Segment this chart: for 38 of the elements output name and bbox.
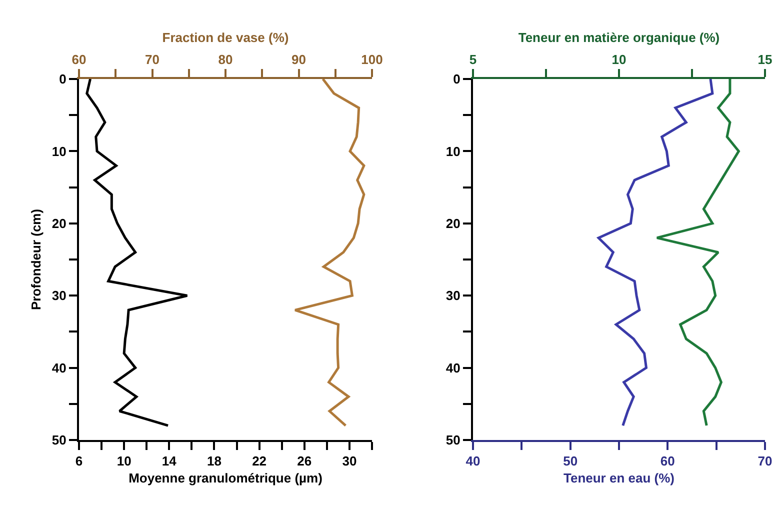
x2-axis-title: Teneur en matière organique (%) bbox=[518, 30, 720, 46]
x-tick-label: 70 bbox=[758, 454, 772, 469]
x2-axis-title: Fraction de vase (%) bbox=[162, 30, 289, 46]
x-tick-label: 10 bbox=[116, 454, 132, 469]
x-axis-title: Moyenne granulométrique (µm) bbox=[128, 470, 322, 486]
x2-tick-label: 90 bbox=[292, 52, 306, 67]
y-tick-label: 0 bbox=[59, 72, 66, 87]
y-tick-label: 40 bbox=[446, 360, 460, 376]
y-axis-title: Profondeur (cm) bbox=[28, 208, 44, 310]
x-tick-label: 60 bbox=[660, 454, 675, 469]
x2-tick-label: 10 bbox=[612, 52, 626, 67]
x-tick-label: 40 bbox=[466, 454, 480, 469]
y-tick-label: 50 bbox=[52, 432, 66, 448]
y-tick-label: 40 bbox=[52, 360, 66, 376]
x2-tick-label: 15 bbox=[758, 52, 772, 67]
line-series bbox=[597, 79, 714, 427]
y-tick-label: 10 bbox=[52, 144, 66, 159]
x-tick-label: 26 bbox=[297, 454, 312, 469]
x-tick-label: 30 bbox=[342, 454, 357, 469]
x-tick-label: 6 bbox=[75, 454, 83, 469]
x-tick-label: 50 bbox=[563, 454, 578, 469]
y-tick-label: 20 bbox=[446, 216, 460, 231]
y-tick-label: 20 bbox=[52, 216, 66, 231]
x-axis-title: Teneur en eau (%) bbox=[563, 470, 675, 486]
y-tick-label: 10 bbox=[446, 144, 460, 159]
x-tick-label: 14 bbox=[162, 454, 178, 469]
x2-tick-label: 70 bbox=[145, 52, 160, 67]
x2-tick-label: 5 bbox=[469, 52, 477, 67]
y-tick-label: 30 bbox=[446, 288, 460, 304]
x2-tick-label: 80 bbox=[218, 52, 233, 67]
x-tick-label: 22 bbox=[252, 454, 267, 469]
x2-tick-label: 100 bbox=[361, 52, 383, 67]
y-tick-label: 30 bbox=[52, 288, 66, 304]
x-tick-label: 18 bbox=[206, 454, 222, 469]
y-tick-label: 0 bbox=[453, 72, 460, 87]
y-tick-label: 50 bbox=[446, 432, 460, 448]
line-series bbox=[86, 79, 188, 427]
x2-tick-label: 60 bbox=[72, 52, 86, 67]
